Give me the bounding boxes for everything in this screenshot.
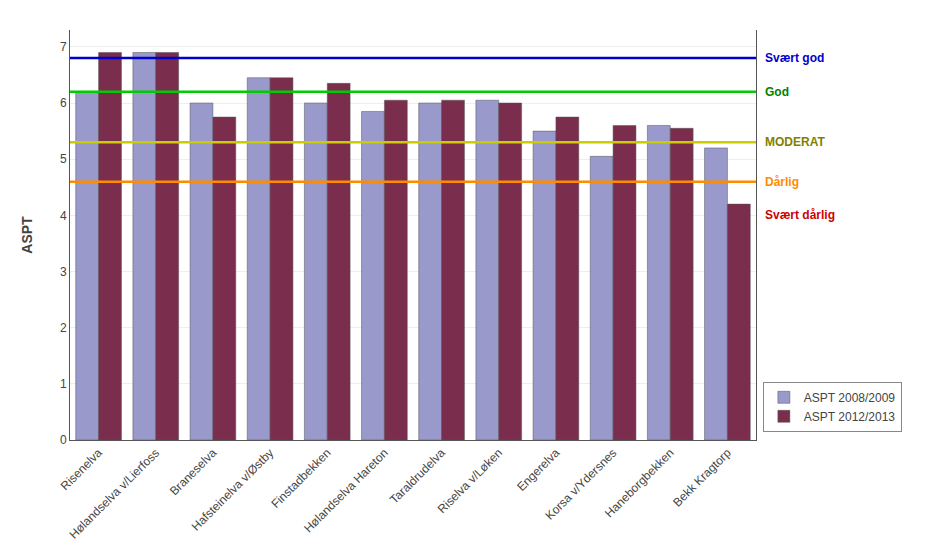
svg-text:Risenelva: Risenelva	[58, 446, 105, 493]
svg-text:Hafsteinelva v/Østby: Hafsteinelva v/Østby	[189, 446, 277, 534]
svg-text:Korsa v/Ydersnes: Korsa v/Ydersnes	[543, 446, 620, 523]
svg-text:MODERAT: MODERAT	[765, 135, 825, 149]
svg-text:ASPT: ASPT	[19, 216, 35, 254]
svg-text:1: 1	[60, 377, 67, 391]
svg-text:Svært dårlig: Svært dårlig	[765, 208, 835, 222]
svg-text:Svært god: Svært god	[765, 51, 824, 65]
svg-text:Hølandselva v/Lierfoss: Hølandselva v/Lierfoss	[66, 446, 162, 542]
svg-text:6: 6	[60, 96, 67, 110]
svg-text:Haneborgbekken: Haneborgbekken	[602, 446, 677, 521]
svg-text:5: 5	[60, 152, 67, 166]
svg-text:3: 3	[60, 265, 67, 279]
svg-text:Hølandselva Hareton: Hølandselva Hareton	[301, 446, 391, 536]
svg-text:7: 7	[60, 40, 67, 54]
svg-text:4: 4	[60, 209, 67, 223]
svg-text:Riselva v/Løken: Riselva v/Løken	[435, 446, 505, 516]
svg-text:Finstadbekken: Finstadbekken	[269, 446, 334, 511]
svg-text:ASPT 2008/2009: ASPT 2008/2009	[804, 391, 896, 405]
svg-text:Engerelva: Engerelva	[514, 446, 562, 494]
svg-text:Braneselva: Braneselva	[167, 446, 220, 499]
svg-text:Taraldrudelva: Taraldrudelva	[387, 446, 448, 507]
svg-text:2: 2	[60, 321, 67, 335]
svg-text:Dårlig: Dårlig	[765, 175, 799, 189]
svg-text:God: God	[765, 85, 789, 99]
svg-text:0: 0	[60, 433, 67, 447]
svg-text:ASPT 2012/2013: ASPT 2012/2013	[804, 410, 896, 424]
svg-text:Bekk Kragtorp: Bekk Kragtorp	[670, 446, 734, 510]
